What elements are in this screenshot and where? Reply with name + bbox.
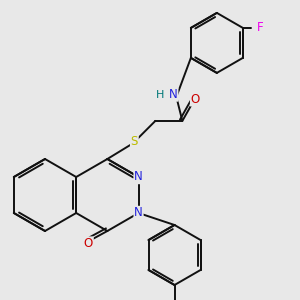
Text: O: O	[190, 93, 200, 106]
Text: N: N	[169, 88, 178, 101]
Text: N: N	[134, 170, 143, 184]
Text: F: F	[256, 21, 263, 34]
Text: H: H	[156, 89, 164, 100]
Text: N: N	[134, 206, 143, 220]
Text: S: S	[131, 135, 138, 148]
Text: O: O	[84, 237, 93, 250]
